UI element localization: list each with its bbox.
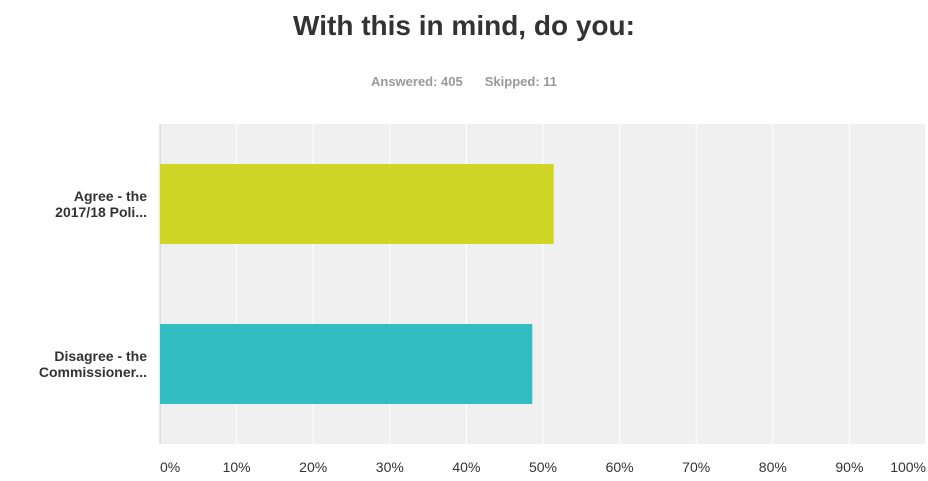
x-tick-label: 70%	[682, 459, 710, 475]
bar-2	[160, 324, 533, 404]
category-label: Disagree - the	[54, 348, 147, 364]
x-tick-label: 50%	[529, 459, 557, 475]
category-label: 2017/18 Poli...	[55, 204, 147, 220]
x-tick-label: 0%	[160, 459, 180, 475]
answered-count: Answered: 405	[370, 74, 463, 89]
x-tick-label: 40%	[452, 459, 480, 475]
x-tick-label: 100%	[890, 459, 926, 475]
x-tick-label: 90%	[835, 459, 863, 475]
category-label: Commissioner...	[39, 364, 147, 380]
x-tick-label: 60%	[606, 459, 634, 475]
response-summary: Answered: 405 Skipped: 11	[0, 74, 928, 89]
category-label: Agree - the	[74, 188, 147, 204]
x-tick-label: 10%	[223, 459, 251, 475]
x-tick-label: 20%	[299, 459, 327, 475]
bar-1	[160, 164, 554, 244]
chart-title: With this in mind, do you:	[293, 10, 635, 41]
skipped-count: Skipped: 11	[484, 74, 557, 89]
x-tick-label: 80%	[759, 459, 787, 475]
x-tick-label: 30%	[376, 459, 404, 475]
